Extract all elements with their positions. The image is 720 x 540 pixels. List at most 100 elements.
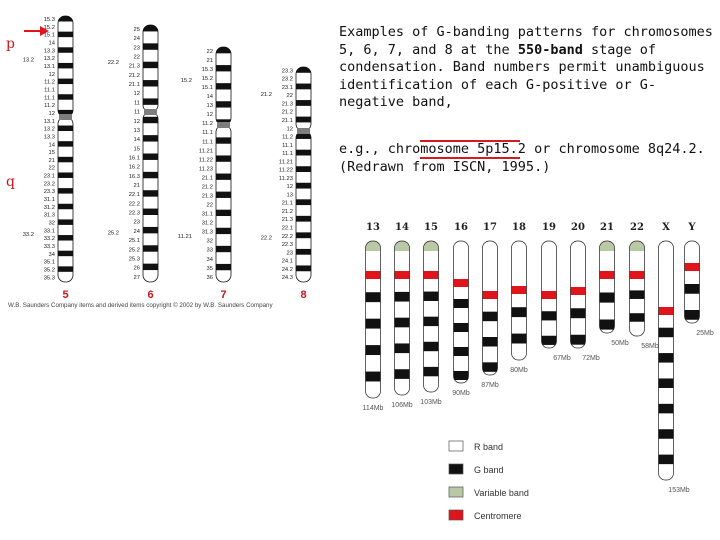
band-label: 21.3 [282,101,293,107]
band-label: 22.2 [129,201,140,207]
g-band [482,337,498,347]
centromere [144,109,157,115]
band-label: 11.1 [282,151,293,157]
chromosome-20: 20 72Mb [570,222,600,362]
g-band [570,308,586,319]
chromosome-size: 106Mb [391,402,413,409]
chromosome-name: 18 [512,222,526,233]
g-band [541,335,557,345]
g-band [216,227,231,235]
centromere [658,307,674,315]
band-label: 21.3 [202,193,213,199]
band-label: 31.3 [44,213,55,219]
band-label: 33.3 [44,244,55,250]
chromosome-13: 13 114Mb [363,222,384,412]
g-band [143,226,158,234]
caption-paragraph-1: Examples of G-banding patterns for chrom… [339,24,714,112]
band-label: 31.2 [202,221,213,227]
g-band [296,199,311,206]
g-band [423,316,439,327]
legend-label: Centromere [474,511,522,521]
highlight-underline-bottom [420,157,520,159]
g-band [58,203,73,210]
g-band [658,403,674,414]
g-band [365,345,381,356]
band-label-sub: 22.2 [108,60,119,66]
g-band [216,191,231,198]
chromosome-15: 15 103Mb [420,222,442,406]
chromosome-5: 15.315.215.11413.313.213.11211.211.111.1… [23,15,74,301]
g-band [296,100,311,106]
g-band [658,429,674,439]
band-label: 11 [134,100,140,106]
band-label: 33 [207,248,213,254]
g-band [58,188,73,194]
chromosome-name: 17 [483,222,497,233]
g-band [394,291,410,302]
band-label: 22 [207,203,213,209]
g-band [143,135,158,142]
g-band [658,353,674,363]
centromere [684,263,700,271]
g-band [58,62,73,69]
g-band [143,245,158,252]
band-label: 15.3 [44,17,55,23]
chromosome-Y: Y 25Mb [684,222,714,337]
chromosome-name: 15 [424,222,438,233]
g-band [216,245,231,253]
band-label: 11.2 [282,135,293,141]
chromosome-size: 25Mb [696,330,714,337]
band-label: 12 [207,112,213,118]
legend-item: Centromere [448,509,522,521]
g-band [58,125,73,132]
chromosome-name: 20 [571,222,585,233]
variable-band [394,241,410,251]
legend-swatch [448,463,464,475]
legend-label: G band [474,465,504,475]
g-band [394,343,410,354]
band-label: 11.2 [44,103,55,109]
band-label: 21.2 [282,110,293,116]
g-band [296,166,311,173]
band-label: 11.23 [199,166,213,172]
chromosome-size: 103Mb [420,399,442,406]
g-band [216,101,231,108]
g-band [453,347,469,356]
chromosome-name: 13 [366,222,380,233]
g-band [296,182,311,189]
band-label-sub: 33.2 [23,232,34,238]
band-label: 24 [134,36,141,42]
g-band [58,219,73,225]
band-label: 22 [207,49,213,55]
legend-label: Variable band [474,488,529,498]
band-label: 34 [49,252,56,258]
copyright-line: W.B. Saunders Company items and derived … [8,302,273,309]
band-label: 25 [134,27,140,33]
g-band [423,366,439,377]
centromere [297,128,310,134]
band-label-sub: 21.2 [261,92,272,98]
legend-swatch [448,486,464,498]
g-band [143,98,158,105]
g-band [684,310,700,320]
band-label: 23.2 [44,181,55,187]
band-label: 14 [207,94,214,100]
g-band [658,327,674,338]
band-label: 16.3 [129,174,140,180]
band-label: 21.1 [282,201,293,207]
band-label: 21.2 [202,184,213,190]
caption-paragraph-2: e.g., chromosome 5p15.2 or chromosome 8q… [339,141,705,175]
g-band [58,47,73,53]
band-label: 21 [134,183,140,189]
legend-swatch [448,509,464,521]
g-band [296,116,311,123]
band-label: 15.2 [202,76,213,82]
g-band [143,208,158,215]
band-label: 22.3 [282,242,293,248]
g-band [58,94,73,100]
g-band [296,232,311,239]
band-label: 23.2 [282,77,293,83]
band-label: 36 [207,275,213,281]
g-band [143,153,158,160]
band-label: 14 [49,41,56,47]
